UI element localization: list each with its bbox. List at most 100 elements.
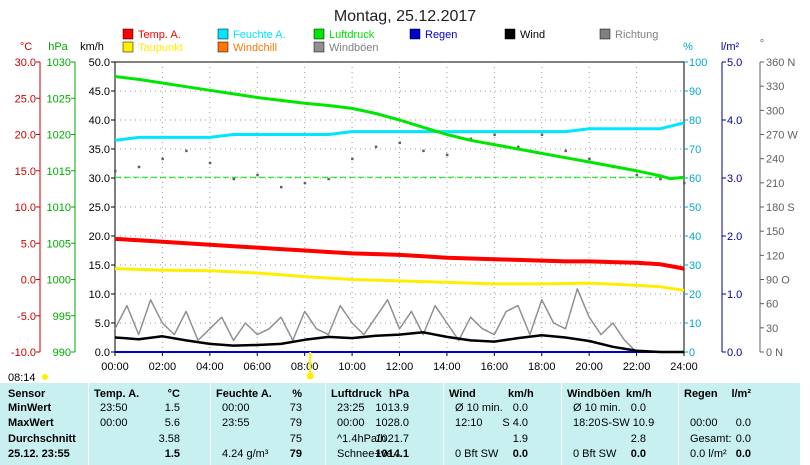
table-separator-1	[210, 383, 211, 465]
table-temp-value-3: 1.5	[164, 448, 180, 460]
direction-point-5	[232, 177, 236, 181]
table-pressure-value-2: 1021.7	[375, 433, 409, 445]
table-rain-value-3: 0.0	[735, 448, 751, 460]
table-rain-time-1: 00:00	[690, 417, 718, 429]
tick-direction-12: 0 N	[766, 347, 783, 359]
legend-swatch-4	[504, 28, 516, 40]
direction-point-2	[161, 157, 164, 161]
direction-point-12	[398, 141, 401, 145]
table-unit-gusts: km/h	[626, 388, 652, 400]
x-tick-8: 16:00	[481, 361, 509, 373]
direction-point-4	[208, 161, 212, 165]
direction-point-24	[683, 181, 686, 185]
weather-chart: Montag, 25.12.2017 Temp. A. Feuchte A. Luf…	[8, 8, 798, 384]
table-wind-time-3: 0 Bft SW	[455, 448, 499, 460]
tick-direction-10: 60	[766, 299, 778, 311]
tick-pressure-5: 1005	[47, 238, 71, 250]
table-pressure-value-3: 1014.1	[375, 448, 409, 460]
direction-point-3	[185, 149, 188, 153]
unit-humidity: %	[683, 41, 693, 53]
tick-direction-7: 150	[766, 226, 784, 238]
table-humidity-value-1: 79	[289, 417, 302, 429]
tick-temp-8: -10.0	[11, 347, 36, 359]
legend-swatch-2	[313, 28, 325, 40]
table-humidity-time-1: 23:55	[222, 417, 250, 429]
tick-temp-1: 25.0	[15, 93, 36, 105]
direction-point-17	[517, 145, 520, 149]
table-unit-temp: °C	[167, 388, 180, 400]
table-unit-rain: l/m²	[731, 388, 751, 400]
tick-pressure-6: 1000	[47, 275, 71, 287]
direction-point-15	[469, 137, 473, 141]
tick-humidity-3: 70	[689, 144, 701, 156]
table-pressure-time-2: ^1.4hPa/h	[337, 433, 387, 445]
tick-wind-8: 10.0	[89, 289, 110, 301]
tick-rain-2: 3.0	[727, 173, 742, 185]
tick-wind-7: 15.0	[89, 260, 110, 272]
tick-humidity-4: 60	[689, 173, 701, 185]
x-tick-5: 10:00	[338, 361, 366, 373]
tick-wind-10: 0.0	[95, 347, 110, 359]
unit-wind: km/h	[80, 41, 104, 53]
tick-pressure-1: 1025	[47, 93, 71, 105]
axis-units: °C hPa km/h% l/m² °	[20, 38, 764, 53]
tick-direction-11: 30	[766, 323, 778, 335]
table-rain-time-2: Gesamt:	[690, 433, 732, 445]
table-temp-value-2: 3.58	[158, 433, 180, 445]
direction-point-6	[256, 173, 259, 177]
tick-humidity-0: 100	[689, 57, 707, 69]
tick-humidity-2: 80	[689, 115, 701, 127]
legend-swatch-1	[217, 28, 229, 40]
tick-humidity-9: 10	[689, 318, 701, 330]
legend-swatch-7	[217, 41, 229, 53]
direction-point-1	[137, 165, 141, 169]
table-humidity-value-3: 79	[289, 448, 302, 460]
table-row-label-2: Durchschnitt	[8, 433, 76, 445]
series-line-wind	[114, 331, 684, 354]
series-lines	[114, 75, 686, 354]
table-header-temp: Temp. A.	[94, 388, 140, 400]
table-pressure-value-1: 1028.0	[375, 417, 409, 429]
direction-point-19	[564, 149, 567, 153]
table-wind-time-1: 12:10	[455, 417, 483, 429]
tick-direction-2: 300	[766, 105, 784, 117]
x-tick-1: 02:00	[149, 361, 177, 373]
table-gusts-time-3: 0 Bft SW	[573, 448, 617, 460]
tick-wind-0: 50.0	[89, 57, 110, 69]
tick-direction-8: 120	[766, 250, 784, 262]
tick-rain-4: 1.0	[727, 289, 742, 301]
tick-direction-5: 210	[766, 178, 784, 190]
legend-swatch-0	[122, 28, 134, 40]
table-wind-value-3: 0.0	[512, 448, 528, 460]
x-tick-4: 08:00	[291, 361, 319, 373]
tick-temp-3: 15.0	[15, 166, 36, 178]
x-tick-9: 18:00	[528, 361, 556, 373]
tick-temp-7: -5.0	[17, 311, 36, 323]
direction-point-8	[303, 181, 307, 185]
tick-temp-2: 20.0	[15, 130, 36, 142]
legend-label-3: Regen	[425, 29, 457, 41]
tick-pressure-3: 1015	[47, 166, 71, 178]
tick-pressure-4: 1010	[47, 202, 71, 214]
table-separator-2	[325, 383, 326, 465]
tick-temp-5: 5.0	[21, 238, 36, 250]
tick-wind-5: 25.0	[89, 202, 110, 214]
table-unit-pressure: hPa	[389, 388, 410, 400]
tick-wind-3: 35.0	[89, 144, 110, 156]
tick-direction-1: 330	[766, 81, 784, 93]
tick-pressure-0: 1030	[47, 57, 71, 69]
tick-rain-0: 5.0	[727, 57, 742, 69]
series-line-windb-en	[114, 288, 684, 353]
legend-label-6: Taupunkt	[138, 42, 183, 54]
tick-wind-2: 40.0	[89, 115, 110, 127]
table-pressure-time-3: Schnee+ve...	[337, 448, 402, 460]
table-header-rain: Regen	[684, 388, 718, 400]
table-header-humidity: Feuchte A.	[216, 388, 272, 400]
table-humidity-time-0: 00:00	[222, 402, 250, 414]
table-gusts-value-3: 0.0	[630, 448, 646, 460]
legend-label-5: Richtung	[615, 29, 658, 41]
direction-point-22	[635, 173, 639, 177]
direction-point-7	[279, 185, 283, 189]
unit-temp: °C	[20, 41, 32, 53]
